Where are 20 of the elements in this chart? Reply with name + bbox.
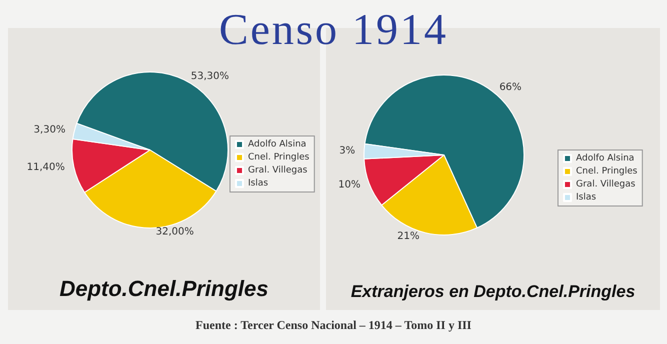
legend-label: Islas — [248, 178, 268, 188]
legend-label: Adolfo Alsina — [576, 154, 634, 164]
text: Depto.Cnel.Pringles — [58, 276, 270, 302]
legend-label: Gral. Villegas — [576, 180, 636, 190]
data-label: 3% — [339, 146, 356, 157]
legend-label: Adolfo Alsina — [248, 140, 306, 150]
data-label: 11,40% — [26, 162, 65, 174]
chart-title: Censo 1914 — [218, 4, 449, 56]
data-label: 3,30% — [34, 124, 66, 136]
data-label: 21% — [397, 231, 420, 242]
text: Extranjeros en Depto.Cnel.Pringles — [350, 282, 636, 302]
legend-label: Cnel. Pringles — [576, 166, 638, 176]
data-label: 10% — [338, 179, 360, 190]
legend-label: Cnel. Pringles — [248, 152, 310, 162]
data-label: 66% — [499, 82, 522, 94]
legend-label: Islas — [576, 192, 596, 202]
data-label: 32,00% — [156, 226, 194, 238]
data-label: 53,30% — [190, 70, 230, 82]
source-note: Fuente : Tercer Censo Nacional – 1914 – Tomo II y III — [194, 318, 472, 333]
legend-label: Gral. Villegas — [248, 166, 308, 176]
